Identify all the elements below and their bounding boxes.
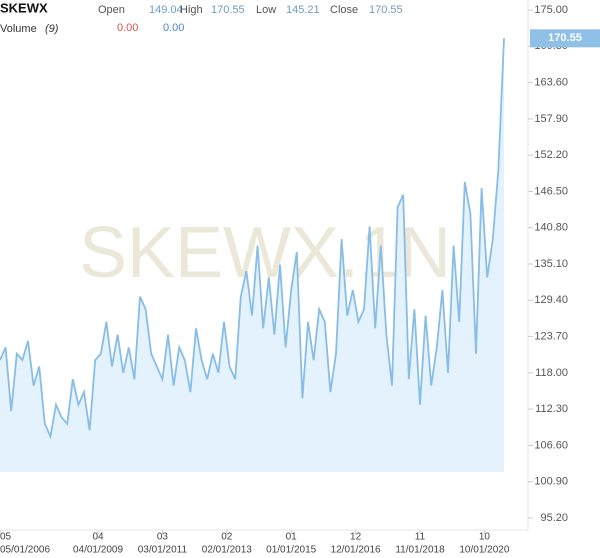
x-tick-month: 03 (157, 532, 169, 543)
y-tick-label: 123.70 (534, 330, 568, 342)
symbol: SKEWX (0, 0, 48, 15)
x-tick-label: 10/01/2020 (459, 545, 509, 556)
ohlc-label: Low (256, 4, 276, 16)
y-tick-label: 129.40 (534, 294, 568, 306)
x-tick-label: 12/01/2016 (331, 545, 381, 556)
ohlc-value: 170.55 (369, 4, 403, 16)
x-tick-month: 05 (0, 532, 12, 543)
y-tick-label: 118.00 (535, 367, 568, 379)
ohlc-label: High (180, 4, 203, 16)
watermark: SKEWX.1N (79, 213, 451, 293)
y-tick-label: 95.20 (540, 512, 568, 524)
x-tick-month: 01 (286, 532, 298, 543)
y-tick-label: 175.00 (534, 4, 568, 16)
ohlc-value: 170.55 (211, 4, 245, 16)
x-tick-label: 11/01/2018 (395, 545, 445, 556)
volume-label: Volume (0, 23, 37, 35)
last-value-label: 170.55 (548, 32, 582, 44)
x-tick-month: 02 (221, 532, 233, 543)
x-tick-label: 05/01/2006 (0, 545, 50, 556)
y-tick-label: 100.90 (534, 476, 568, 488)
line (0, 38, 505, 440)
y-tick-label: 135.10 (534, 258, 568, 270)
y-tick-label: 112.30 (535, 403, 568, 415)
ohlc-label: Open (98, 4, 125, 16)
x-tick-label: 03/01/2011 (138, 545, 188, 556)
y-tick-label: 163.60 (534, 76, 568, 88)
ohlc-label: Close (330, 4, 358, 16)
volume-param: (9) (45, 23, 59, 35)
x-tick-month: 10 (479, 532, 491, 543)
ohlc-value: 149.04 (149, 4, 183, 16)
volume-value: 0.00 (117, 22, 138, 34)
x-tick-label: 02/01/2013 (202, 545, 252, 556)
y-tick-label: 140.80 (534, 222, 568, 234)
x-tick-label: 01/01/2015 (266, 545, 316, 556)
x-tick-month: 04 (92, 532, 104, 543)
x-tick-label: 04/01/2009 (73, 545, 123, 556)
last-value-box (530, 29, 600, 48)
x-tick-month: 11 (415, 532, 426, 543)
y-tick-label: 146.50 (534, 185, 568, 197)
x-tick-month: 12 (350, 532, 362, 543)
y-tick-label: 106.60 (534, 439, 568, 451)
y-tick-label: 152.20 (534, 149, 568, 161)
ohlc-value: 145.21 (286, 4, 320, 16)
y-tick-label: 157.90 (534, 113, 568, 125)
volume-value: 0.00 (163, 22, 184, 34)
